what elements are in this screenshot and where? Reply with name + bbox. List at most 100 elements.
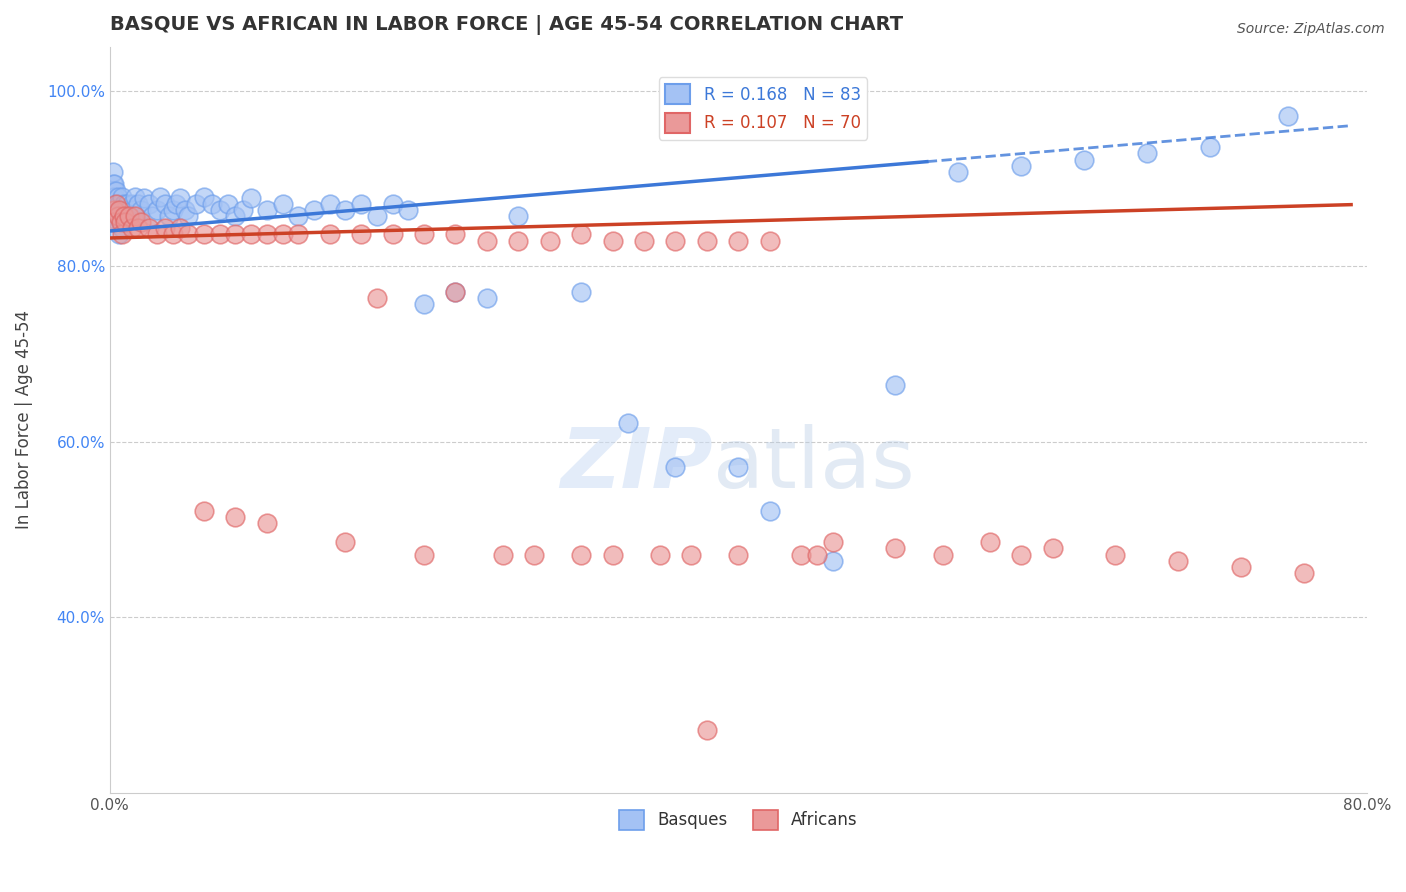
Point xyxy=(105,209,128,223)
Point xyxy=(569,548,592,562)
Point xyxy=(193,227,215,242)
Point xyxy=(350,196,373,211)
Point xyxy=(121,196,143,211)
Point xyxy=(821,534,844,549)
Point xyxy=(153,221,176,235)
Point xyxy=(256,516,278,531)
Point xyxy=(108,202,131,217)
Point xyxy=(381,196,404,211)
Point xyxy=(821,554,844,568)
Point xyxy=(112,209,135,223)
Point xyxy=(107,215,129,229)
Point xyxy=(1198,139,1220,153)
Point xyxy=(114,215,136,229)
Point xyxy=(523,548,546,562)
Point xyxy=(884,378,907,392)
Legend: Basques, Africans: Basques, Africans xyxy=(613,803,865,837)
Point xyxy=(271,196,294,211)
Point xyxy=(319,196,342,211)
Point xyxy=(350,227,373,242)
Point xyxy=(129,202,152,217)
Point xyxy=(115,196,138,211)
Point xyxy=(271,227,294,242)
Point xyxy=(727,234,749,248)
Point xyxy=(101,190,124,204)
Point xyxy=(319,227,342,242)
Point xyxy=(366,209,388,223)
Point xyxy=(127,221,149,235)
Point xyxy=(1292,566,1315,581)
Point xyxy=(413,297,436,311)
Point xyxy=(1136,145,1159,160)
Point xyxy=(569,285,592,299)
Point xyxy=(125,209,148,223)
Point xyxy=(103,202,125,217)
Point xyxy=(1010,159,1032,173)
Point xyxy=(335,202,357,217)
Point xyxy=(232,202,254,217)
Point xyxy=(931,548,953,562)
Point xyxy=(475,234,498,248)
Point xyxy=(174,202,197,217)
Point xyxy=(117,209,139,223)
Point xyxy=(103,178,125,192)
Point xyxy=(413,548,436,562)
Point xyxy=(146,227,169,242)
Point xyxy=(1010,548,1032,562)
Point xyxy=(681,548,703,562)
Point xyxy=(146,202,169,217)
Point xyxy=(602,548,624,562)
Point xyxy=(287,227,309,242)
Point xyxy=(108,227,131,242)
Point xyxy=(224,209,246,223)
Point xyxy=(224,510,246,524)
Point xyxy=(664,234,686,248)
Text: atlas: atlas xyxy=(713,424,915,505)
Point xyxy=(256,202,278,217)
Point xyxy=(107,209,129,223)
Point xyxy=(127,196,149,211)
Point xyxy=(120,209,142,223)
Point xyxy=(444,227,467,242)
Text: ZIP: ZIP xyxy=(561,424,713,505)
Point xyxy=(617,416,640,430)
Point xyxy=(114,215,136,229)
Point xyxy=(366,291,388,305)
Point xyxy=(101,178,124,192)
Point xyxy=(111,227,134,242)
Point xyxy=(110,215,132,229)
Point xyxy=(162,202,184,217)
Point xyxy=(138,196,160,211)
Point xyxy=(121,221,143,235)
Point xyxy=(396,202,419,217)
Point xyxy=(648,548,671,562)
Point xyxy=(117,202,139,217)
Point xyxy=(177,209,200,223)
Point xyxy=(103,209,125,223)
Point xyxy=(979,534,1001,549)
Point xyxy=(141,209,163,223)
Y-axis label: In Labor Force | Age 45-54: In Labor Force | Age 45-54 xyxy=(15,310,32,529)
Point xyxy=(124,190,146,204)
Point xyxy=(186,196,208,211)
Point xyxy=(105,196,128,211)
Point xyxy=(790,548,813,562)
Point xyxy=(208,227,231,242)
Point xyxy=(108,209,131,223)
Point xyxy=(101,165,124,179)
Point xyxy=(1042,541,1064,555)
Point xyxy=(758,504,780,518)
Point xyxy=(112,209,135,223)
Point xyxy=(112,196,135,211)
Point xyxy=(727,548,749,562)
Point xyxy=(240,191,263,205)
Point xyxy=(508,209,530,223)
Point xyxy=(103,202,125,217)
Point xyxy=(727,460,749,475)
Point xyxy=(302,202,325,217)
Point xyxy=(287,209,309,223)
Point xyxy=(569,227,592,242)
Point xyxy=(111,221,134,235)
Point xyxy=(138,221,160,235)
Point xyxy=(1104,548,1126,562)
